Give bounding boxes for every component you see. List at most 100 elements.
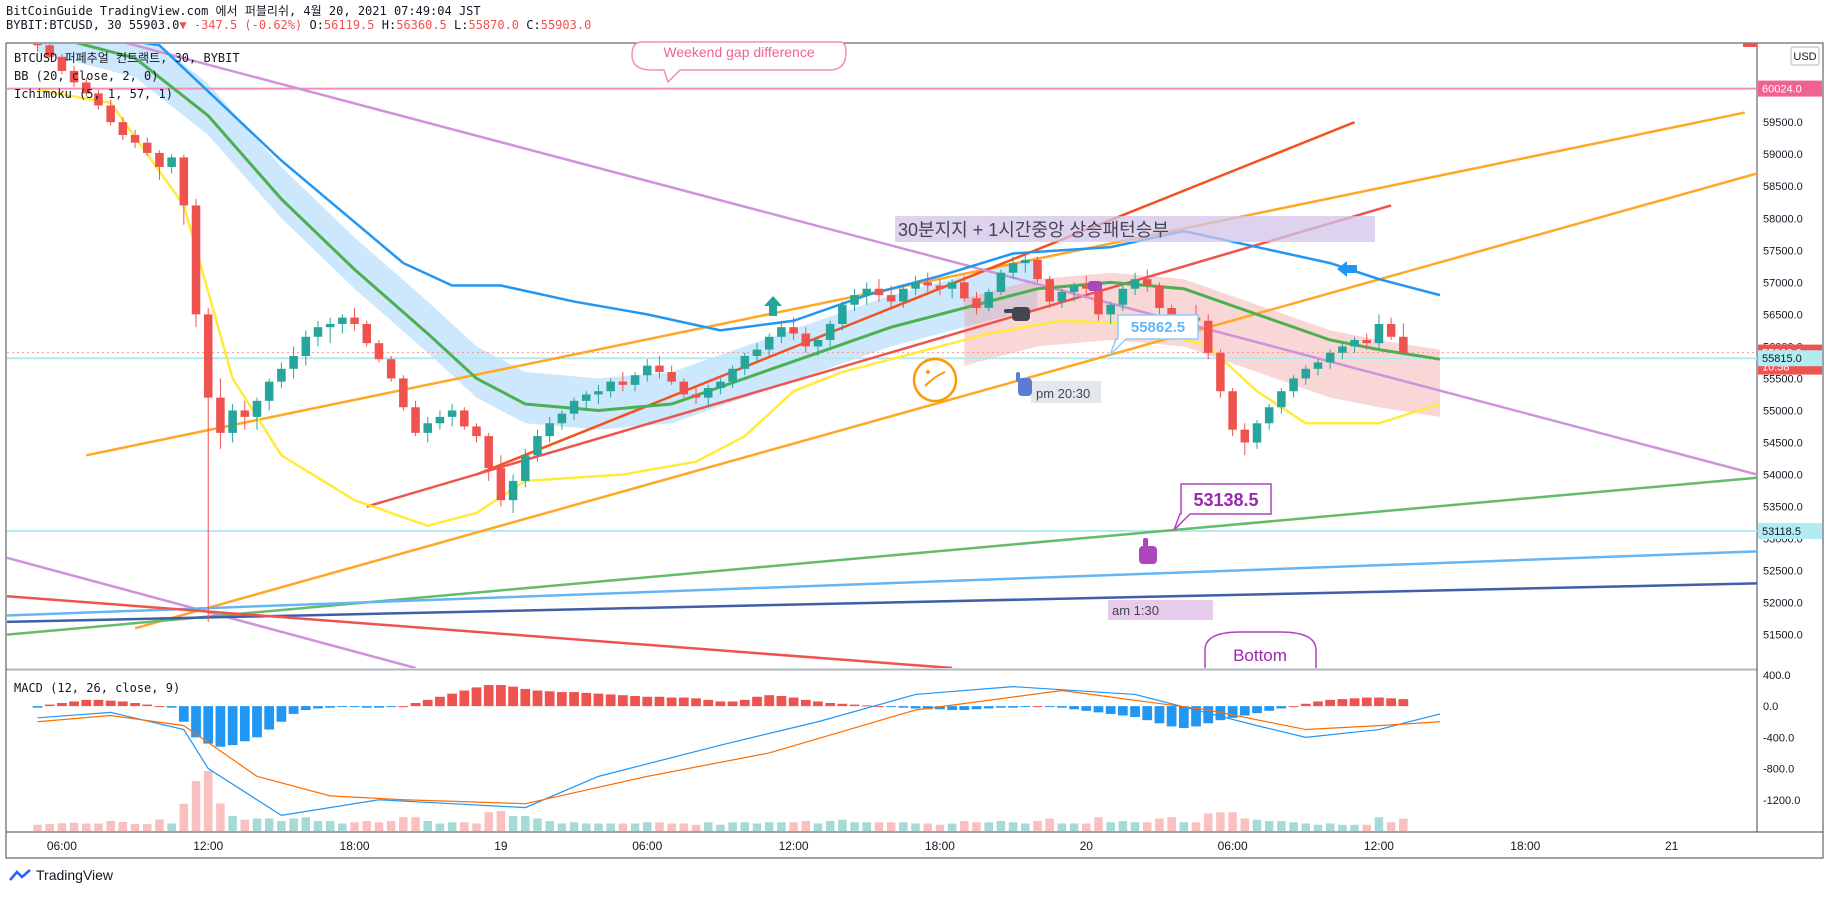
volume-bar: [606, 823, 615, 831]
smile-face-icon[interactable]: [912, 357, 958, 403]
volume-bar: [82, 823, 91, 831]
candle-body: [106, 105, 115, 123]
weekend-gap-callout[interactable]: Weekend gap difference: [631, 41, 847, 84]
candle-body: [386, 359, 396, 379]
pm-time-note[interactable]: pm 20:30: [1031, 381, 1101, 403]
macd-histogram-bar: [1032, 706, 1043, 708]
macd-histogram-bar: [996, 706, 1006, 708]
price-callout[interactable]: 55862.5: [1109, 314, 1199, 356]
volume-bar: [496, 811, 506, 831]
volume-bar: [1301, 823, 1311, 831]
up-arrow-icon[interactable]: [764, 296, 782, 316]
macd-histogram-bar: [1361, 697, 1372, 707]
macd-histogram-bar: [1044, 706, 1055, 708]
candle-body: [703, 388, 713, 398]
macd-histogram-bar: [166, 706, 177, 708]
macd-histogram-bar: [496, 685, 506, 707]
candle-body: [1118, 288, 1128, 305]
time-tick-label: 12:00: [779, 839, 809, 853]
macd-histogram-bar: [617, 695, 628, 707]
volume-bar: [984, 822, 993, 831]
macd-histogram-bar: [1203, 706, 1214, 724]
macd-histogram-bar: [178, 706, 189, 722]
volume-bar: [1069, 823, 1079, 831]
cat-emoji-icon[interactable]: [1088, 281, 1102, 291]
macd-histogram-bar: [105, 700, 116, 707]
pointing-down-hand-icon[interactable]: [1139, 538, 1157, 564]
volume-bar: [289, 818, 298, 831]
left-arrow-icon[interactable]: [1337, 261, 1357, 277]
candle-body: [423, 423, 432, 433]
volume-bar: [179, 803, 189, 831]
volume-bar: [630, 823, 640, 831]
macd-histogram-bar: [910, 706, 921, 709]
price-label-tag: [1758, 350, 1822, 367]
macd-histogram-bar: [557, 692, 567, 707]
volume-bar: [472, 823, 481, 831]
macd-histogram-bar: [1313, 701, 1323, 707]
macd-histogram-bar: [544, 691, 555, 707]
macd-histogram-bar: [813, 701, 823, 707]
publish-info: BitCoinGuide TradingView.com 에서 퍼블리쉬, 4월…: [6, 4, 481, 18]
candle-body: [935, 285, 945, 289]
pattern-note[interactable]: 30분지지 + 1시간중앙 상승패턴승부: [895, 216, 1375, 242]
macd-histogram-bar: [1093, 706, 1104, 713]
pattern-note-label: 30분지지 + 1시간중앙 상승패턴승부: [898, 220, 1169, 240]
macd-histogram-bar: [1069, 706, 1079, 710]
candle-body: [264, 381, 274, 401]
candle-body: [313, 327, 323, 337]
candle-body: [801, 333, 811, 347]
macd-histogram-bar: [69, 701, 79, 707]
volume-bar: [618, 823, 628, 831]
volume-bar: [1277, 821, 1286, 831]
close-label: C:: [526, 18, 541, 32]
volume-bar: [533, 818, 542, 831]
legend-ichimoku: Ichimoku (5, 1, 57, 1): [14, 87, 173, 101]
macd-histogram-bar: [935, 706, 945, 710]
volume-bar: [411, 817, 420, 831]
macd-histogram-bar: [435, 696, 445, 707]
macd-histogram-bar: [922, 706, 933, 710]
candle-body: [45, 45, 54, 57]
candle-body: [1142, 279, 1152, 286]
volume-bar: [1264, 821, 1274, 831]
candle-body: [960, 282, 969, 299]
candle-body: [691, 394, 701, 398]
macd-histogram-bar: [1057, 706, 1067, 708]
candle-body: [472, 426, 481, 437]
am-time-note[interactable]: am 1:30: [1108, 600, 1213, 620]
price-tick-label: 53500.0: [1763, 502, 1803, 514]
candle-body: [1216, 352, 1225, 392]
tradingview-footer[interactable]: TradingView: [8, 867, 113, 883]
trendline: [124, 44, 1757, 476]
volume-bar: [423, 821, 432, 831]
candle-body: [899, 288, 908, 302]
candle-body: [545, 423, 554, 437]
macd-line: [37, 686, 1441, 817]
volume-bar: [57, 823, 67, 831]
usd-currency-badge[interactable]: USD: [1790, 46, 1820, 66]
candle-body: [679, 381, 689, 395]
bottom-callout[interactable]: Bottom: [1204, 631, 1317, 668]
candle-body: [764, 336, 774, 350]
macd-histogram-bar: [715, 701, 726, 707]
pointing-hand-icon[interactable]: [1004, 307, 1030, 321]
volume-bar: [118, 822, 128, 831]
macd-histogram-bar: [337, 706, 348, 708]
volume-bar: [728, 822, 737, 831]
volume-bar: [1106, 822, 1115, 831]
weekend-gap-label: Weekend gap difference: [663, 44, 814, 60]
low-callout[interactable]: 53138.5: [1173, 483, 1272, 531]
pointing-up-hand-icon[interactable]: [1016, 372, 1032, 396]
volume-bar: [106, 821, 115, 831]
candle-body: [1228, 391, 1237, 430]
candle-body: [777, 327, 786, 337]
volume-bar: [69, 822, 79, 831]
macd-histogram-bar: [532, 690, 543, 707]
price-tick-label: 59000.0: [1763, 149, 1803, 161]
price-tick-label: 54500.0: [1763, 437, 1803, 449]
candle-body: [350, 317, 359, 324]
macd-histogram-bar: [276, 706, 287, 722]
macd-histogram-bar: [398, 706, 409, 708]
